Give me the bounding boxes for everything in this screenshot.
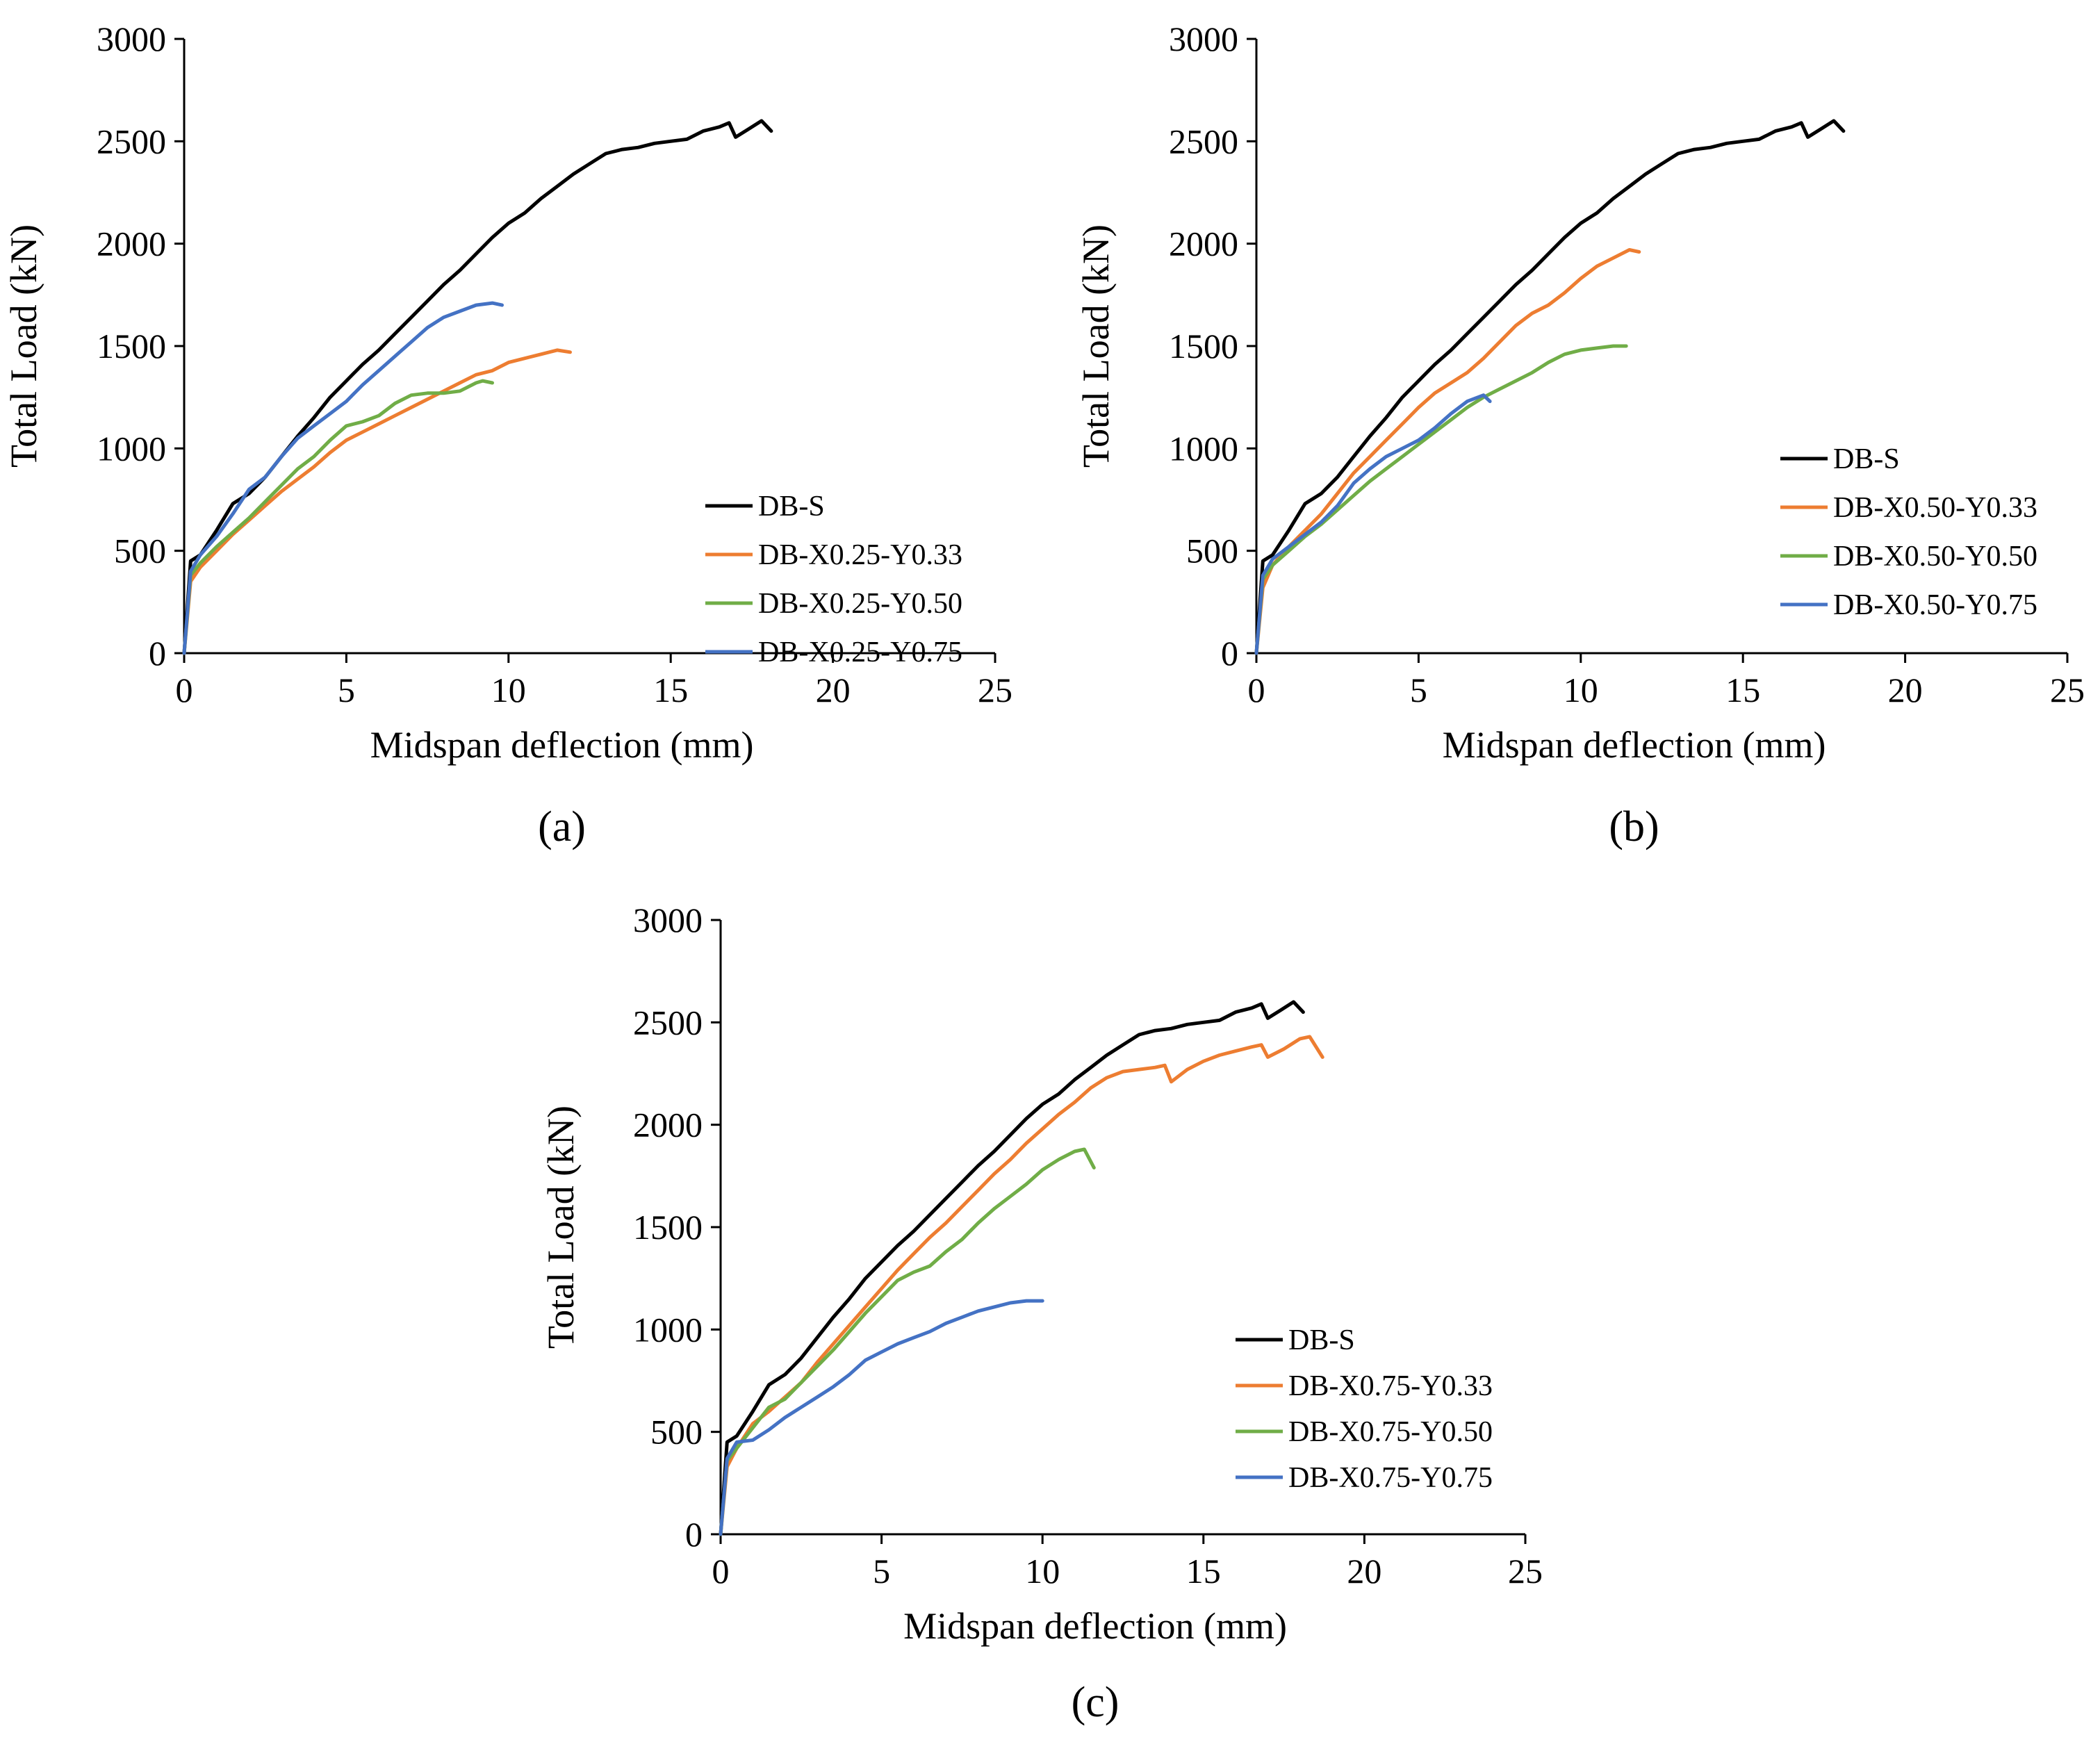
y-tick-label: 1000 [633, 1310, 703, 1349]
y-axis-title: Total Load (kN) [3, 224, 44, 468]
y-tick-label: 2000 [633, 1106, 703, 1144]
x-tick-label: 5 [1410, 671, 1427, 709]
x-tick-label: 0 [176, 671, 193, 709]
x-tick-label: 5 [873, 1552, 890, 1591]
y-tick-label: 3000 [97, 19, 166, 58]
series-line-db-x0-50-y0-33 [1254, 248, 1641, 655]
chart-panel-b: 0 500 1000 1500 2000 2500 3000 0 5 10 15 20 25 Midspa… [1075, 19, 2085, 851]
legend-label: DB-S [1833, 443, 1900, 475]
x-tick-label: 20 [1888, 671, 1923, 709]
chart-panel-c: 0 500 1000 1500 2000 2500 3000 0 5 10 15 20 25 Midspa… [540, 901, 1543, 1726]
legend-label: DB-X0.75-Y0.75 [1288, 1462, 1493, 1494]
y-tick-label: 500 [1186, 532, 1238, 570]
y-tick-label: 3000 [1169, 19, 1238, 58]
x-tick-label: 25 [978, 671, 1012, 709]
legend-label: DB-X0.50-Y0.50 [1833, 541, 2037, 573]
legend-label: DB-X0.75-Y0.50 [1288, 1416, 1493, 1448]
x-tick-label: 10 [491, 671, 526, 709]
x-axis-title: Midspan deflection (mm) [1443, 724, 1826, 766]
x-axis-title: Midspan deflection (mm) [370, 724, 754, 766]
y-tick-label: 0 [149, 634, 166, 673]
y-tick-label: 0 [685, 1515, 703, 1554]
x-axis-title: Midspan deflection (mm) [903, 1605, 1287, 1647]
y-tick-label: 500 [650, 1413, 703, 1452]
x-tick-label: 15 [1725, 671, 1760, 709]
panel-label: (c) [1072, 1679, 1119, 1726]
y-tick-label: 2000 [1169, 224, 1238, 263]
legend-label: DB-X0.25-Y0.33 [758, 539, 962, 571]
y-tick-label: 2000 [97, 224, 166, 263]
series-line-db-x0-50-y0-75 [1254, 393, 1492, 655]
y-tick-label: 1000 [1169, 429, 1238, 468]
legend: DB-S DB-X0.50-Y0.33 DB-X0.50-Y0.50 DB-X0.50… [1780, 443, 2037, 621]
x-tick-label: 15 [653, 671, 688, 709]
x-tick-label: 20 [816, 671, 851, 709]
x-tick-label: 10 [1025, 1552, 1060, 1591]
series-line-db-s [1254, 119, 1846, 655]
y-tick-label: 2500 [97, 122, 166, 161]
y-tick-label: 1500 [633, 1208, 703, 1247]
y-tick-label: 500 [114, 532, 166, 570]
x-tick-label: 5 [338, 671, 355, 709]
legend-label: DB-X0.25-Y0.50 [758, 588, 962, 620]
x-tick-label: 10 [1564, 671, 1598, 709]
legend-label: DB-X0.50-Y0.75 [1833, 589, 2037, 621]
legend-label: DB-X0.25-Y0.75 [758, 636, 962, 668]
y-tick-label: 1500 [97, 327, 166, 365]
y-tick-label: 2500 [1169, 122, 1238, 161]
series-line-db-x0-25-y0-75 [182, 301, 504, 655]
y-tick-label: 0 [1221, 634, 1238, 673]
chart-panel-a: 0 500 1000 1500 2000 2500 3000 0 5 10 15 20 25 Midspa… [3, 19, 1012, 851]
series-line-db-s [719, 1000, 1305, 1536]
y-tick-label: 3000 [633, 901, 703, 939]
series-line-db-x0-75-y0-75 [719, 1299, 1044, 1536]
series-line-db-x0-25-y0-50 [182, 379, 494, 655]
legend-label: DB-S [758, 491, 825, 523]
y-axis-title: Total Load (kN) [1075, 224, 1117, 468]
series-line-db-x0-75-y0-33 [719, 1035, 1324, 1536]
series-line-db-x0-75-y0-50 [719, 1147, 1096, 1536]
legend-label: DB-X0.75-Y0.33 [1288, 1370, 1493, 1402]
y-tick-label: 2500 [633, 1003, 703, 1042]
x-tick-label: 0 [1248, 671, 1265, 709]
panel-label: (a) [538, 803, 586, 851]
y-axis-title: Total Load (kN) [540, 1106, 582, 1349]
legend-label: DB-X0.50-Y0.33 [1833, 492, 2037, 524]
x-tick-label: 25 [2050, 671, 2085, 709]
legend-label: DB-S [1288, 1324, 1355, 1356]
y-tick-label: 1000 [97, 429, 166, 468]
x-tick-label: 25 [1508, 1552, 1543, 1591]
x-tick-label: 20 [1347, 1552, 1381, 1591]
x-tick-label: 0 [712, 1552, 730, 1591]
legend: DB-S DB-X0.25-Y0.33 DB-X0.25-Y0.50 DB-X0.25… [705, 491, 962, 668]
x-tick-label: 15 [1186, 1552, 1221, 1591]
y-tick-label: 1500 [1169, 327, 1238, 365]
series-line-db-s [182, 119, 773, 655]
panel-label: (b) [1609, 803, 1659, 851]
legend: DB-S DB-X0.75-Y0.33 DB-X0.75-Y0.50 DB-X0.75… [1236, 1324, 1493, 1494]
